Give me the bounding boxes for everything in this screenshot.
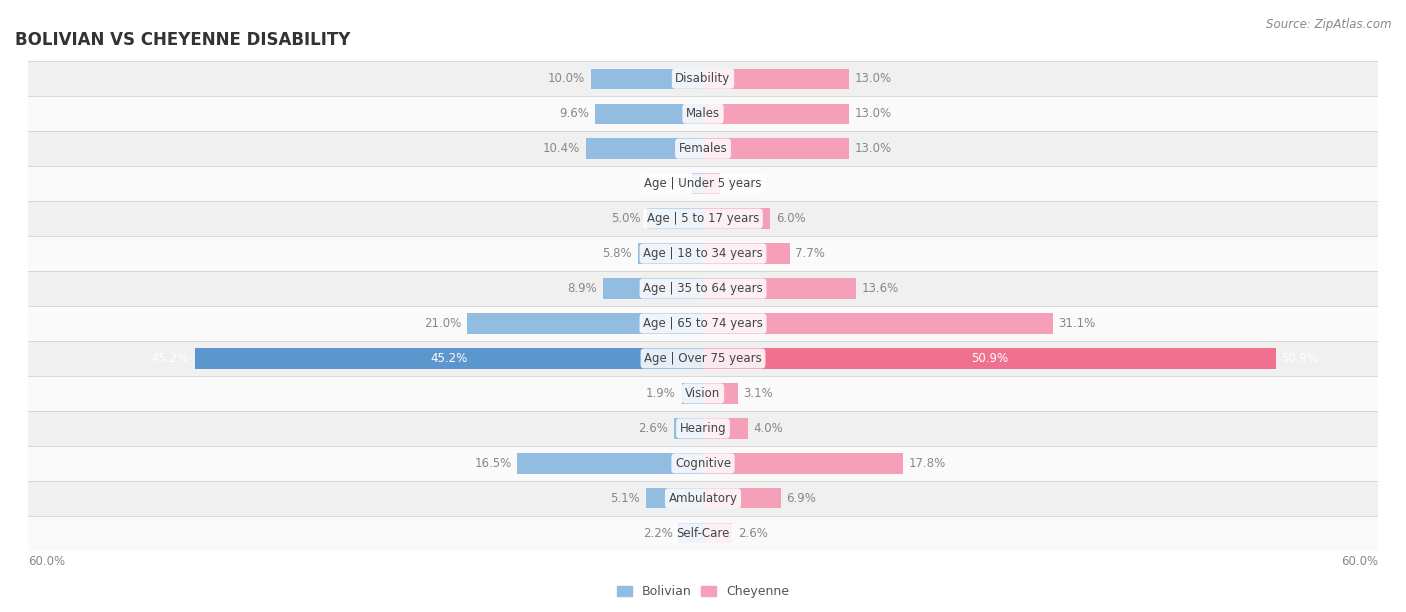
Text: 50.9%: 50.9%: [970, 352, 1008, 365]
Bar: [703, 313, 1053, 334]
Text: 8.9%: 8.9%: [568, 282, 598, 295]
Text: 13.0%: 13.0%: [855, 107, 891, 120]
Bar: [517, 453, 703, 474]
Bar: [692, 173, 703, 194]
Bar: [595, 103, 703, 124]
Text: 21.0%: 21.0%: [425, 317, 461, 330]
Bar: [703, 209, 770, 229]
Bar: [28, 201, 1378, 236]
Text: Self-Care: Self-Care: [676, 527, 730, 540]
Text: 5.8%: 5.8%: [603, 247, 633, 260]
Text: 16.5%: 16.5%: [475, 457, 512, 470]
Text: 10.4%: 10.4%: [543, 142, 581, 155]
Text: 31.1%: 31.1%: [1059, 317, 1095, 330]
Text: 13.0%: 13.0%: [855, 72, 891, 85]
Text: 17.8%: 17.8%: [908, 457, 946, 470]
Text: 5.0%: 5.0%: [612, 212, 641, 225]
Text: 1.9%: 1.9%: [647, 387, 676, 400]
Text: Age | 5 to 17 years: Age | 5 to 17 years: [647, 212, 759, 225]
Text: 4.0%: 4.0%: [754, 422, 783, 435]
Bar: [28, 376, 1378, 411]
Bar: [703, 103, 849, 124]
Bar: [678, 523, 703, 543]
Text: 50.9%: 50.9%: [1281, 352, 1319, 365]
Text: 6.9%: 6.9%: [786, 492, 815, 505]
Text: 10.0%: 10.0%: [548, 72, 585, 85]
Bar: [28, 516, 1378, 551]
Bar: [28, 166, 1378, 201]
Bar: [703, 453, 903, 474]
Text: Cognitive: Cognitive: [675, 457, 731, 470]
Bar: [703, 69, 849, 89]
Text: Age | Over 75 years: Age | Over 75 years: [644, 352, 762, 365]
Text: 1.5%: 1.5%: [725, 177, 755, 190]
Text: Ambulatory: Ambulatory: [668, 492, 738, 505]
Text: Females: Females: [679, 142, 727, 155]
Text: 45.2%: 45.2%: [430, 352, 467, 365]
Bar: [703, 348, 1275, 368]
Text: 60.0%: 60.0%: [28, 555, 65, 568]
Bar: [28, 341, 1378, 376]
Text: 7.7%: 7.7%: [796, 247, 825, 260]
Bar: [638, 244, 703, 264]
Text: Males: Males: [686, 107, 720, 120]
Text: Vision: Vision: [685, 387, 721, 400]
Text: Source: ZipAtlas.com: Source: ZipAtlas.com: [1267, 18, 1392, 31]
Bar: [591, 69, 703, 89]
Bar: [28, 96, 1378, 131]
Bar: [673, 418, 703, 439]
Bar: [703, 138, 849, 159]
Bar: [703, 418, 748, 439]
Bar: [28, 61, 1378, 96]
Bar: [603, 278, 703, 299]
Bar: [703, 278, 856, 299]
Text: Age | Under 5 years: Age | Under 5 years: [644, 177, 762, 190]
Bar: [28, 131, 1378, 166]
Text: 6.0%: 6.0%: [776, 212, 806, 225]
Text: 2.6%: 2.6%: [638, 422, 668, 435]
Text: Age | 35 to 64 years: Age | 35 to 64 years: [643, 282, 763, 295]
Bar: [703, 383, 738, 403]
Bar: [467, 313, 703, 334]
Text: 45.2%: 45.2%: [152, 352, 188, 365]
Bar: [28, 446, 1378, 481]
Bar: [703, 173, 720, 194]
Bar: [28, 271, 1378, 306]
Bar: [28, 481, 1378, 516]
Text: 3.1%: 3.1%: [744, 387, 773, 400]
Bar: [682, 383, 703, 403]
Bar: [703, 523, 733, 543]
Text: 2.6%: 2.6%: [738, 527, 768, 540]
Text: Age | 18 to 34 years: Age | 18 to 34 years: [643, 247, 763, 260]
Text: 13.0%: 13.0%: [855, 142, 891, 155]
Text: Disability: Disability: [675, 72, 731, 85]
Bar: [28, 411, 1378, 446]
Text: Hearing: Hearing: [679, 422, 727, 435]
Text: 5.1%: 5.1%: [610, 492, 640, 505]
Text: 13.6%: 13.6%: [862, 282, 898, 295]
Bar: [28, 306, 1378, 341]
Bar: [647, 209, 703, 229]
Text: BOLIVIAN VS CHEYENNE DISABILITY: BOLIVIAN VS CHEYENNE DISABILITY: [14, 31, 350, 48]
Bar: [586, 138, 703, 159]
Text: 2.2%: 2.2%: [643, 527, 672, 540]
Bar: [194, 348, 703, 368]
Legend: Bolivian, Cheyenne: Bolivian, Cheyenne: [612, 580, 794, 603]
Bar: [645, 488, 703, 509]
Text: 9.6%: 9.6%: [560, 107, 589, 120]
Text: 60.0%: 60.0%: [1341, 555, 1378, 568]
Bar: [28, 236, 1378, 271]
Bar: [703, 244, 790, 264]
Text: 1.0%: 1.0%: [657, 177, 686, 190]
Text: Age | 65 to 74 years: Age | 65 to 74 years: [643, 317, 763, 330]
Bar: [703, 488, 780, 509]
